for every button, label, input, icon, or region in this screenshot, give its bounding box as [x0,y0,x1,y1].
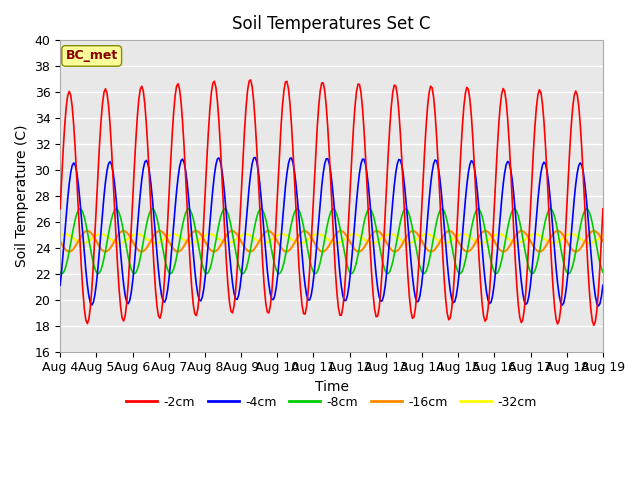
X-axis label: Time: Time [314,380,349,394]
Title: Soil Temperatures Set C: Soil Temperatures Set C [232,15,431,33]
Y-axis label: Soil Temperature (C): Soil Temperature (C) [15,125,29,267]
Text: BC_met: BC_met [65,49,118,62]
Legend: -2cm, -4cm, -8cm, -16cm, -32cm: -2cm, -4cm, -8cm, -16cm, -32cm [121,391,542,414]
